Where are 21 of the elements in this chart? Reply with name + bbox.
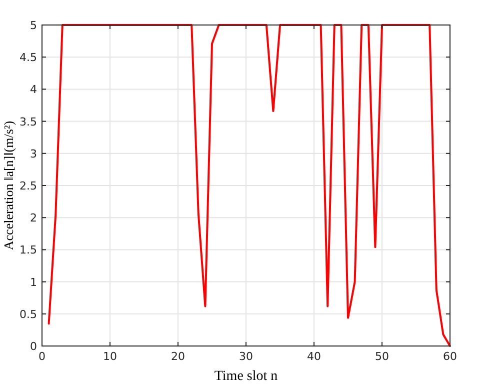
y-tick-label: 5 [30,19,37,32]
x-tick-label: 20 [171,350,185,363]
y-tick-label: 3.5 [20,115,37,128]
y-axis-title: Acceleration ‖a[n]‖(m/s²) [1,120,16,250]
y-tick-label: 1.5 [20,244,37,257]
y-tick-label: 1 [30,276,37,289]
y-tick-label: 0 [30,340,37,353]
y-tick-label: 2 [30,212,37,225]
y-tick-label: 0.5 [20,308,37,321]
x-axis-title: Time slot n [214,369,278,384]
y-tick-label: 4 [30,83,37,96]
y-tick-label: 3 [30,147,37,160]
y-tick-label: 2.5 [20,180,37,192]
x-tick-label: 50 [375,350,389,363]
x-tick-label: 10 [103,350,117,363]
x-tick-label: 0 [38,350,46,363]
x-tick-label: 60 [443,350,457,363]
y-tick-label: 4.5 [20,51,37,64]
x-tick-label: 30 [239,350,253,363]
line-series [48,24,451,347]
x-tick-label: 40 [307,350,321,363]
